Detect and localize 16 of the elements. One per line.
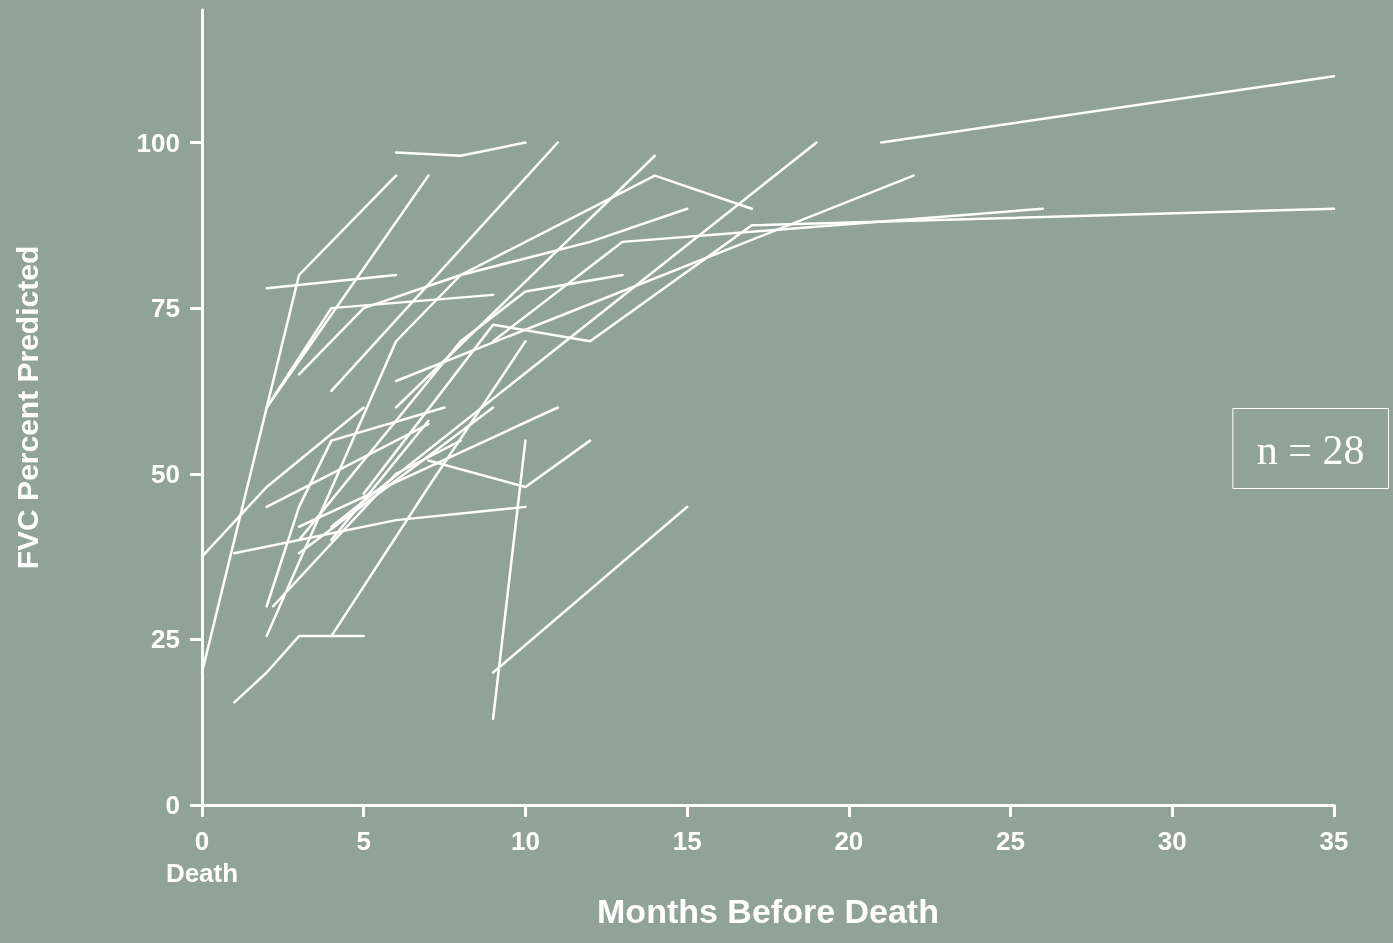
y-tick-label: 75 xyxy=(151,293,180,324)
x-tick-label: 35 xyxy=(1319,826,1349,856)
x-tick-label: 0 Death xyxy=(165,826,239,888)
y-tick-label: 50 xyxy=(151,458,180,489)
annotation: n = 28 xyxy=(1256,426,1365,473)
y-tick-label: 25 xyxy=(151,624,180,655)
y-tick-label: 100 xyxy=(136,127,180,158)
x-tick-label: 5 xyxy=(356,826,371,856)
x-tick-label: 15 xyxy=(672,826,702,856)
x-tick-label: 25 xyxy=(996,826,1026,856)
x-tick-label: 30 xyxy=(1157,826,1187,856)
y-axis-title: FVC Percent Predicted xyxy=(10,245,44,570)
y-tick-label: 0 xyxy=(165,790,180,820)
x-axis-title: Months Before Death xyxy=(597,891,939,930)
x-tick-label: 20 xyxy=(834,826,864,856)
x-tick-label: 10 xyxy=(510,826,540,856)
